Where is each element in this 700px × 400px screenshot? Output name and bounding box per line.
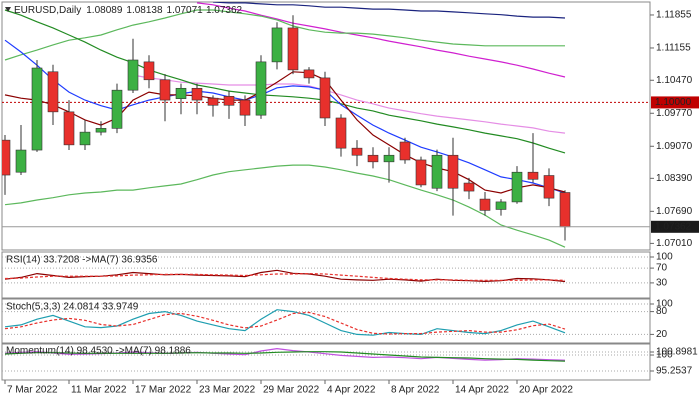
candle-body <box>95 128 107 133</box>
candle-body <box>63 111 75 146</box>
candle-body <box>287 27 299 71</box>
candle-body <box>2 139 11 176</box>
x-tick-label: 7 Mar 2022 <box>7 385 58 396</box>
indicator-title: Momentum(14) 98.4530 ->MA(7) 98.1886 <box>6 346 191 357</box>
y-tick-label: 1.08390 <box>656 173 693 184</box>
y-tick-label: 100.8981 <box>656 347 698 358</box>
candle-body <box>111 89 123 129</box>
momentum-frame <box>1 343 651 381</box>
candle-body <box>127 59 139 91</box>
price-label: 1.07362 <box>655 221 692 232</box>
symbol: EURUSD,Daily <box>14 5 81 16</box>
x-tick-label: 29 Mar 2022 <box>263 385 320 396</box>
candle-body <box>431 154 443 189</box>
y-tick-label: 1.07690 <box>656 206 693 217</box>
candle-body <box>319 77 331 119</box>
candle-body <box>383 154 395 163</box>
y-tick-label: 30 <box>656 278 668 289</box>
candle-body <box>175 87 187 99</box>
x-tick-label: 8 Apr 2022 <box>391 385 440 396</box>
y-tick-label: 95.2537 <box>656 366 693 377</box>
rsi-plot <box>2 256 650 284</box>
candle-body <box>399 141 411 161</box>
candle-body <box>271 27 283 63</box>
close: 1.07362 <box>206 5 243 16</box>
candle-body <box>255 61 267 116</box>
indicator-line <box>196 2 566 78</box>
candle-body <box>479 198 491 211</box>
indicator-line <box>4 311 566 335</box>
stoch-frame <box>1 298 651 344</box>
y-tick-label: 100 <box>656 350 673 361</box>
y-tick-label: 100 <box>656 299 673 310</box>
candle-body <box>207 97 219 106</box>
high: 1.08138 <box>126 5 163 16</box>
y-tick-label: 1.11155 <box>656 43 691 54</box>
indicator-title: Stoch(5,3,3) 24.0814 33.9749 <box>6 302 139 313</box>
y-tick-label: 1.09070 <box>656 141 693 152</box>
y-tick-label: 80 <box>656 306 668 317</box>
indicator-line <box>4 9 565 61</box>
indicator-line <box>4 164 566 248</box>
candle-body <box>191 87 203 101</box>
x-tick-label: 14 Apr 2022 <box>455 385 509 396</box>
candle-body <box>223 95 235 106</box>
x-tick-label: 17 Mar 2022 <box>135 385 192 396</box>
candle-body <box>31 67 43 151</box>
candle-body <box>367 154 379 163</box>
main-plot <box>2 2 650 248</box>
y-tick-label: 1.11855 <box>656 10 692 21</box>
main-frame <box>1 1 651 251</box>
indicator-line <box>212 2 566 19</box>
x-tick-label: 11 Mar 2022 <box>71 385 127 396</box>
rsi-frame <box>1 251 651 299</box>
level-label: 1.10000 <box>655 97 692 108</box>
axes: 1.07010 1.07690 1.08390 1.09070 1.09770 1.104… <box>4 10 699 396</box>
low: 1.07071 <box>167 5 204 16</box>
candle-body <box>463 182 475 192</box>
indicator-line <box>132 74 566 134</box>
candle-body <box>15 149 27 173</box>
stoch-plot <box>2 303 650 336</box>
candle-body <box>447 154 459 189</box>
indicator-line <box>4 272 566 281</box>
candle-body <box>79 131 91 146</box>
header: EURUSD,Daily 1.08089 1.08138 1.07071 1.07362 <box>14 5 243 16</box>
y-tick-label: 100 <box>656 252 673 263</box>
candle-body <box>543 175 555 199</box>
open: 1.08089 <box>86 5 123 16</box>
symbol-icon <box>5 7 11 12</box>
y-tick-label: 20 <box>656 329 668 340</box>
indicator-line <box>4 351 566 362</box>
candle-body <box>335 117 347 149</box>
candle-body <box>511 171 523 203</box>
x-tick-label: 23 Mar 2022 <box>199 385 256 396</box>
candle-body <box>495 201 507 210</box>
x-tick-label: 20 Apr 2022 <box>519 385 573 396</box>
indicator-line <box>4 9 566 154</box>
indicator-line <box>4 39 566 194</box>
x-tick-label: 4 Apr 2022 <box>327 385 376 396</box>
candle-body <box>47 71 59 113</box>
price-label-box <box>651 220 699 233</box>
indicator-line <box>4 309 566 336</box>
candle-body <box>527 171 539 180</box>
y-tick-label: 1.07010 <box>656 238 693 249</box>
candle-body <box>143 61 155 81</box>
candle-body <box>351 147 363 156</box>
indicator-title: RSI(14) 33.7208 ->MA(7) 36.9356 <box>6 255 158 266</box>
indicator-line <box>4 71 566 194</box>
momentum-plot <box>2 347 650 372</box>
candle-body <box>239 99 251 116</box>
y-tick-label: 1.10470 <box>656 75 693 86</box>
y-tick-label: 1.09770 <box>656 108 693 119</box>
candle-body <box>559 192 571 228</box>
level-label-box <box>651 96 699 109</box>
y-tick-label: 70 <box>656 263 668 274</box>
candle-body <box>415 159 427 186</box>
candle-body <box>159 79 171 101</box>
candle-body <box>303 69 315 79</box>
